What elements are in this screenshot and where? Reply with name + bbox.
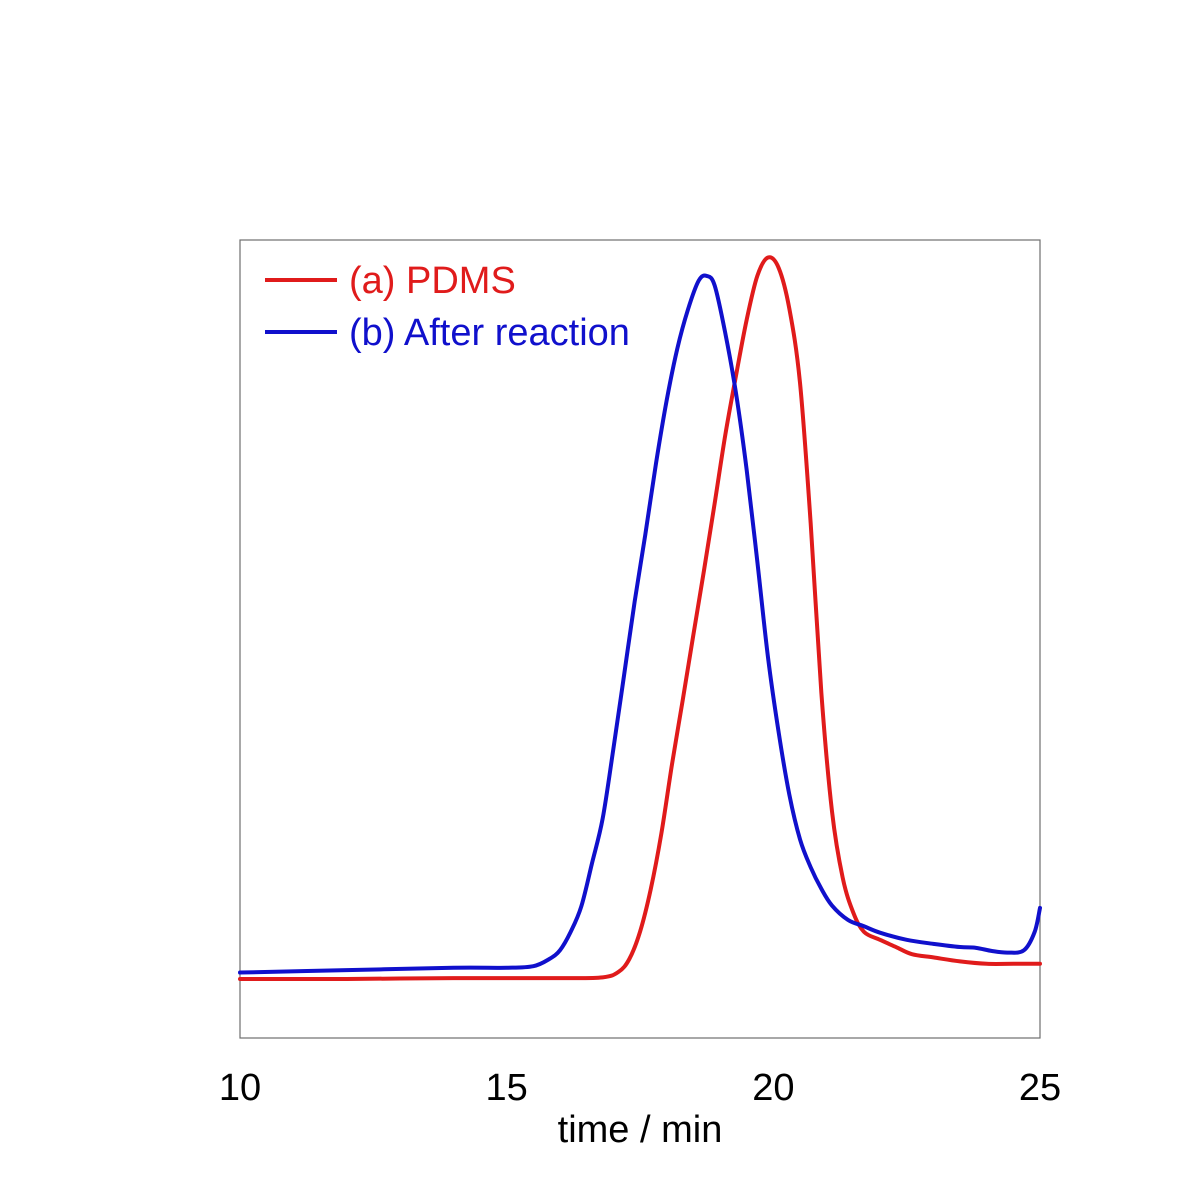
x-tick-label-15: 15 <box>486 1067 528 1109</box>
x-axis-label: time / min <box>558 1109 723 1151</box>
legend: (a) PDMS (b) After reaction <box>265 260 630 354</box>
legend-label: (b) After reaction <box>349 312 630 354</box>
x-tick-label-20: 20 <box>752 1067 794 1109</box>
series-line-after-reaction <box>238 273 1042 975</box>
plot-frame <box>239 239 1041 1039</box>
legend-entry-after-reaction: (b) After reaction <box>265 312 630 354</box>
legend-entry-pdms: (a) PDMS <box>265 260 516 302</box>
x-tick-label-10: 10 <box>219 1067 261 1109</box>
series-line-pdms <box>238 255 1042 982</box>
series-layer <box>238 255 1042 982</box>
x-tick-label-25: 25 <box>1019 1067 1061 1109</box>
legend-label: (a) PDMS <box>349 260 516 302</box>
x-axis-ticks: 10 15 20 25 <box>219 1067 1061 1109</box>
